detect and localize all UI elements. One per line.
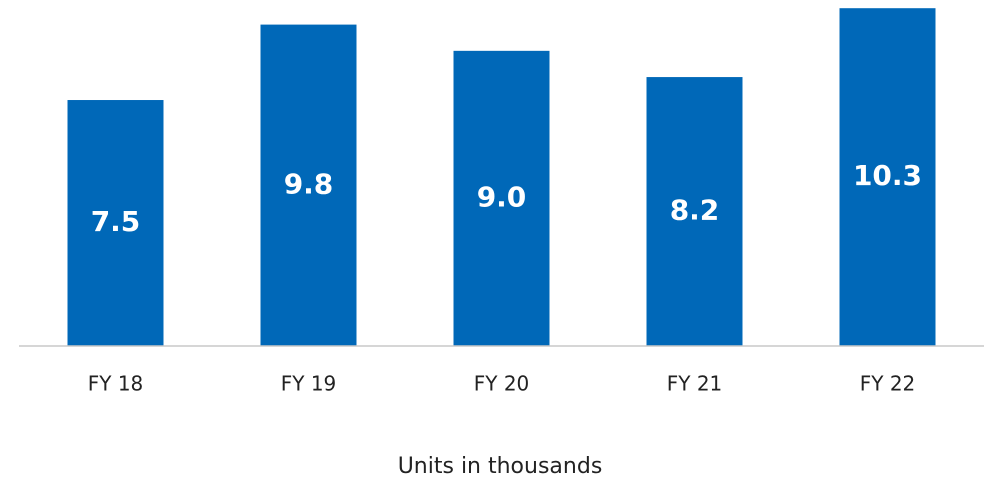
bar (67, 100, 164, 346)
data-label: 9.0 (477, 180, 527, 213)
bar (646, 77, 743, 346)
bar (839, 8, 936, 346)
data-label: 9.8 (284, 167, 334, 200)
x-tick-label: FY 18 (88, 372, 144, 396)
x-tick-label: FY 20 (474, 372, 530, 396)
x-tick-label: FY 22 (860, 372, 916, 396)
x-tick-label: FY 21 (667, 372, 723, 396)
data-label: 8.2 (670, 194, 720, 227)
x-axis-title: Units in thousands (398, 454, 603, 479)
data-label: 10.3 (853, 159, 922, 192)
bar (260, 24, 357, 346)
data-label: 7.5 (91, 205, 141, 238)
x-tick-label: FY 19 (281, 372, 337, 396)
bar (453, 50, 550, 347)
